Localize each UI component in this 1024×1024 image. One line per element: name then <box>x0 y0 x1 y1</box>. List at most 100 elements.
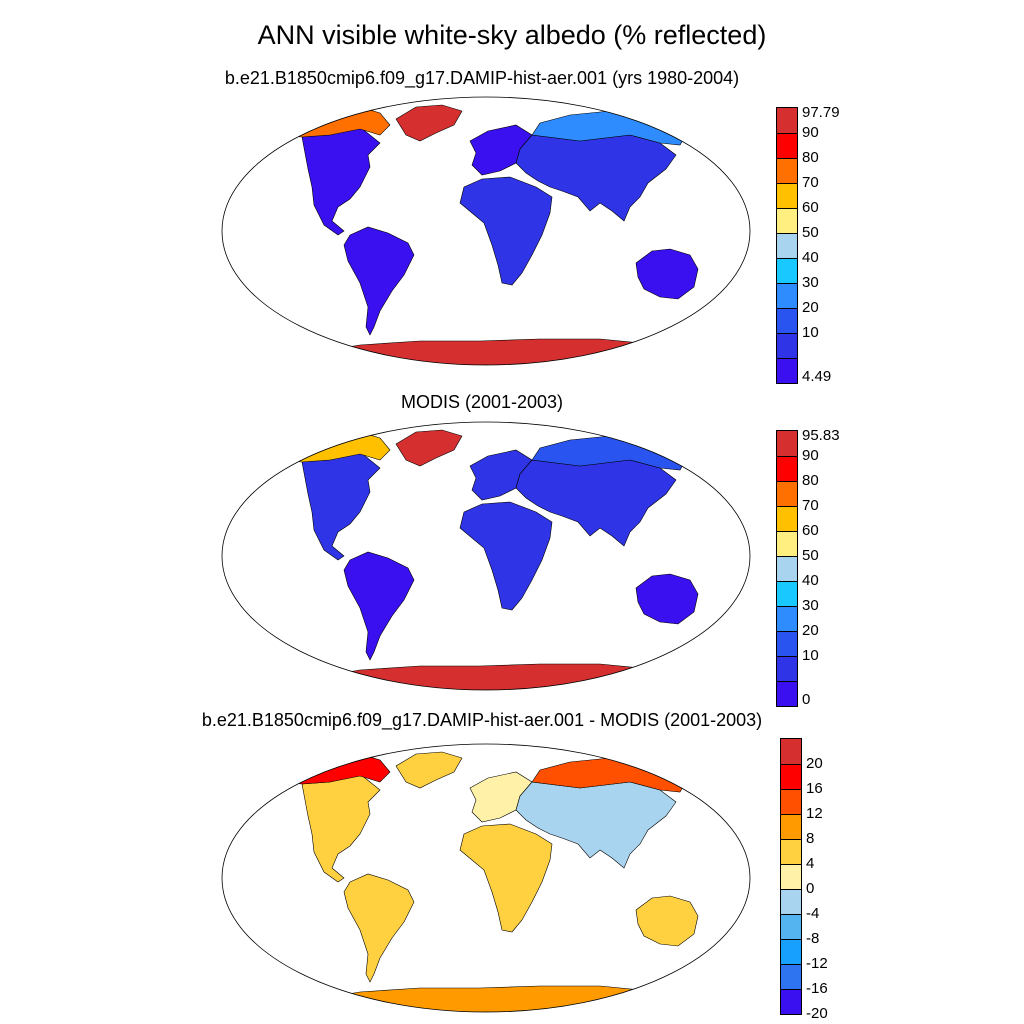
colorbar-label: 90 <box>802 447 819 464</box>
region-south-america <box>343 226 415 336</box>
region-antarctica <box>315 338 665 365</box>
colorbar-label: 30 <box>802 274 819 291</box>
colorbar-label: 12 <box>806 805 823 822</box>
colorbar-label: 20 <box>802 622 819 639</box>
colorbar-label: 60 <box>802 199 819 216</box>
panel-2-title: MODIS (2001-2003) <box>400 392 564 412</box>
colorbar-swatch <box>777 208 797 233</box>
colorbar-swatch <box>777 133 797 158</box>
colorbar-label: 0 <box>802 691 811 708</box>
main-title: ANN visible white-sky albedo (% reflecte… <box>257 20 767 50</box>
region-australia <box>635 573 699 625</box>
colorbar-swatch <box>777 456 797 481</box>
colorbar-swatch <box>777 308 797 333</box>
region-greenland <box>395 104 463 142</box>
map-border <box>221 743 751 1013</box>
region-canadian-arctic <box>277 753 391 785</box>
region-north-america <box>301 451 381 561</box>
colorbar-swatch <box>777 481 797 506</box>
colorbar-label: 40 <box>802 572 819 589</box>
colorbar-label: 97.79 <box>802 104 840 121</box>
region-canadian-arctic <box>277 106 391 138</box>
region-africa <box>459 501 553 611</box>
colorbar-swatch <box>777 283 797 308</box>
colorbar-label: 20 <box>802 299 819 316</box>
colorbar-label: 20 <box>806 755 823 772</box>
map-border <box>221 96 751 366</box>
colorbar-label: -8 <box>806 930 820 947</box>
region-australia <box>635 248 699 300</box>
region-australia <box>635 895 699 947</box>
colorbar-label: -16 <box>806 980 828 997</box>
colorbar-swatch <box>777 158 797 183</box>
colorbar-swatch <box>777 506 797 531</box>
colorbar-label: 0 <box>806 880 815 897</box>
colorbar-swatch <box>781 989 801 1014</box>
colorbar-swatch <box>781 814 801 839</box>
colorbar-swatch <box>777 431 797 456</box>
panel-2-map <box>221 421 751 691</box>
colorbar-swatch <box>777 233 797 258</box>
colorbar-swatch <box>777 581 797 606</box>
colorbar-swatch <box>777 531 797 556</box>
colorbar-label: 30 <box>802 597 819 614</box>
colorbar-label: 16 <box>806 780 823 797</box>
colorbar-swatch <box>777 333 797 358</box>
colorbar-swatch <box>781 889 801 914</box>
colorbar-label: -12 <box>806 955 828 972</box>
colorbar-label: 40 <box>802 249 819 266</box>
colorbar-swatch <box>781 864 801 889</box>
region-north-america <box>301 773 381 883</box>
colorbar-label: 95.83 <box>802 427 840 444</box>
map-border <box>221 421 751 691</box>
colorbar-swatch <box>777 681 797 706</box>
region-antarctica <box>315 663 665 690</box>
colorbar-label: 50 <box>802 547 819 564</box>
colorbar-swatch <box>781 789 801 814</box>
colorbar-swatch <box>777 108 797 133</box>
region-greenland <box>395 429 463 467</box>
colorbar-label: 70 <box>802 497 819 514</box>
colorbar-frame <box>776 430 798 707</box>
colorbar-swatch <box>777 358 797 383</box>
colorbar-label: -4 <box>806 905 820 922</box>
colorbar-label: 10 <box>802 647 819 664</box>
colorbar-label: 80 <box>802 472 819 489</box>
colorbar-label: 50 <box>802 224 819 241</box>
colorbar-swatch <box>777 258 797 283</box>
colorbar-label: 4 <box>806 855 815 872</box>
panel-3-map <box>221 743 751 1013</box>
colorbar-label: 90 <box>802 124 819 141</box>
colorbar-label: 60 <box>802 522 819 539</box>
colorbar-label: 70 <box>802 174 819 191</box>
colorbar-frame <box>776 107 798 384</box>
colorbar-label: -20 <box>806 1005 828 1022</box>
colorbar-swatch <box>781 964 801 989</box>
colorbar-label: 4.49 <box>802 368 832 385</box>
colorbar-swatch <box>777 631 797 656</box>
colorbar-swatch <box>781 939 801 964</box>
colorbar-label: 10 <box>802 324 819 341</box>
colorbar-swatch <box>781 914 801 939</box>
panel-1-map <box>221 96 751 366</box>
colorbar-frame <box>780 738 802 1015</box>
colorbar-swatch <box>777 606 797 631</box>
panel-3-title: b.e21.B1850cmip6.f09_g17.DAMIP-hist-aer.… <box>201 710 763 730</box>
colorbar-swatch <box>781 739 801 764</box>
colorbar-swatch <box>777 656 797 681</box>
region-canadian-arctic <box>277 431 391 463</box>
region-africa <box>459 823 553 933</box>
region-south-america <box>343 873 415 983</box>
colorbar-swatch <box>781 839 801 864</box>
colorbar-swatch <box>777 183 797 208</box>
region-south-america <box>343 551 415 661</box>
region-africa <box>459 176 553 286</box>
colorbar-swatch <box>777 556 797 581</box>
region-greenland <box>395 751 463 789</box>
panel-1-title: b.e21.B1850cmip6.f09_g17.DAMIP-hist-aer.… <box>224 68 740 88</box>
region-north-america <box>301 126 381 236</box>
colorbar-swatch <box>781 764 801 789</box>
region-antarctica <box>315 985 665 1012</box>
colorbar-label: 8 <box>806 830 815 847</box>
colorbar-label: 80 <box>802 149 819 166</box>
